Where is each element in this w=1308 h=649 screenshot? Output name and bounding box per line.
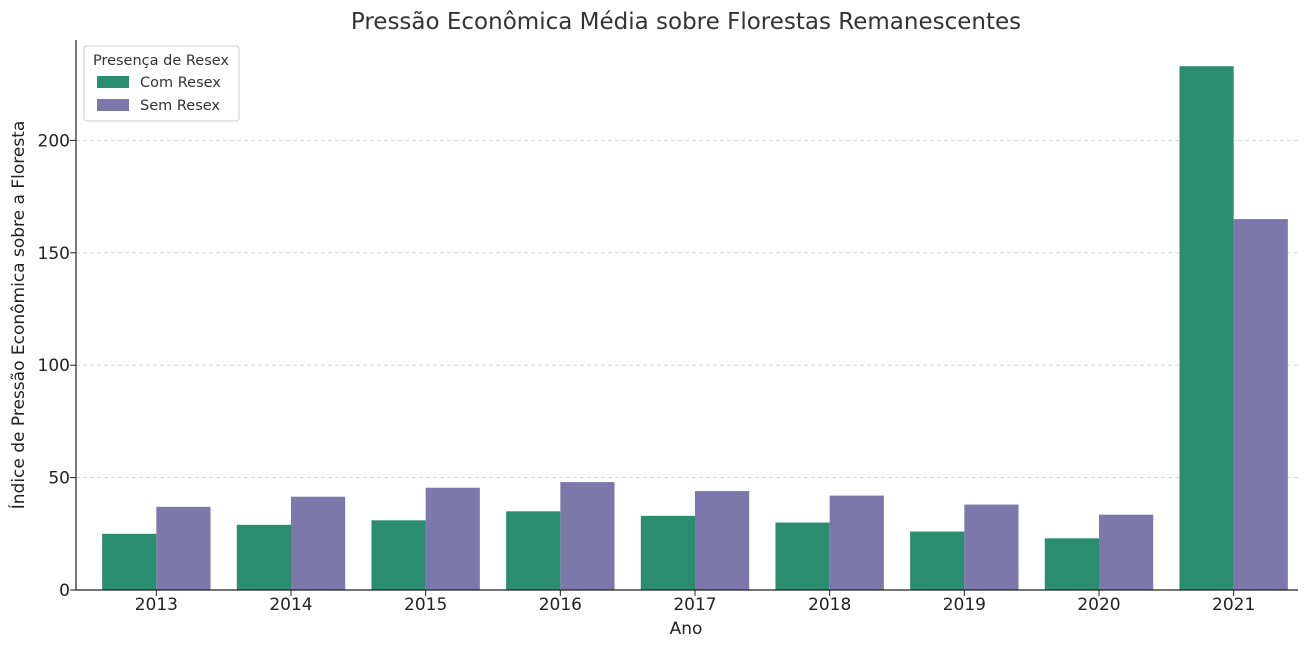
x-ticks: 2013 2014 2015 2016 2017 2018 2019 2020 2021 xyxy=(135,590,1255,615)
y-gridlines xyxy=(76,139,1298,479)
x-tick-label: 2017 xyxy=(673,595,716,615)
legend: Presença de Resex Com Resex Sem Resex xyxy=(83,45,240,122)
bar-sem-resex-2019 xyxy=(964,504,1019,590)
bar-sem-resex-2018 xyxy=(829,495,884,590)
x-tick-label: 2018 xyxy=(808,595,851,615)
bar-sem-resex-2020 xyxy=(1099,514,1154,590)
x-tick-label: 2021 xyxy=(1212,595,1255,615)
bar-sem-resex-2016 xyxy=(560,482,615,590)
y-tick-label: 100 xyxy=(38,356,70,376)
x-tick-label: 2016 xyxy=(539,595,582,615)
x-tick-label: 2019 xyxy=(943,595,986,615)
y-ticks: 0 50 100 150 200 xyxy=(38,131,76,601)
bar-com-resex-2014 xyxy=(236,524,291,590)
legend-swatch-sem-resex xyxy=(97,99,129,111)
x-tick-label: 2013 xyxy=(135,595,178,615)
bar-sem-resex-2013 xyxy=(156,506,211,590)
bars xyxy=(102,66,1288,590)
x-axis-label: Ano xyxy=(670,619,703,639)
y-tick-label: 50 xyxy=(48,469,70,489)
bar-com-resex-2021 xyxy=(1179,66,1234,590)
y-axis-label: Índice de Pressão Econômica sobre a Flor… xyxy=(7,121,29,510)
bar-com-resex-2020 xyxy=(1044,538,1099,590)
legend-swatch-com-resex xyxy=(97,76,129,88)
bar-sem-resex-2017 xyxy=(695,491,750,590)
bar-com-resex-2017 xyxy=(640,515,695,590)
bar-sem-resex-2021 xyxy=(1233,219,1288,590)
y-tick-label: 150 xyxy=(38,244,70,264)
chart-title: Pressão Econômica Média sobre Florestas … xyxy=(351,9,1021,35)
legend-label-sem-resex: Sem Resex xyxy=(140,98,220,114)
bar-com-resex-2018 xyxy=(775,522,830,590)
y-tick-label: 200 xyxy=(38,131,70,151)
bar-sem-resex-2015 xyxy=(425,487,480,590)
bar-com-resex-2019 xyxy=(910,531,965,590)
x-tick-label: 2015 xyxy=(404,595,447,615)
x-tick-label: 2014 xyxy=(269,595,312,615)
legend-label-com-resex: Com Resex xyxy=(140,75,221,91)
x-tick-label: 2020 xyxy=(1077,595,1120,615)
legend-title: Presença de Resex xyxy=(93,53,229,69)
bar-com-resex-2016 xyxy=(506,511,561,590)
bar-com-resex-2013 xyxy=(102,533,157,590)
y-tick-label: 0 xyxy=(59,581,70,601)
bar-sem-resex-2014 xyxy=(291,496,346,590)
bar-com-resex-2015 xyxy=(371,520,426,590)
